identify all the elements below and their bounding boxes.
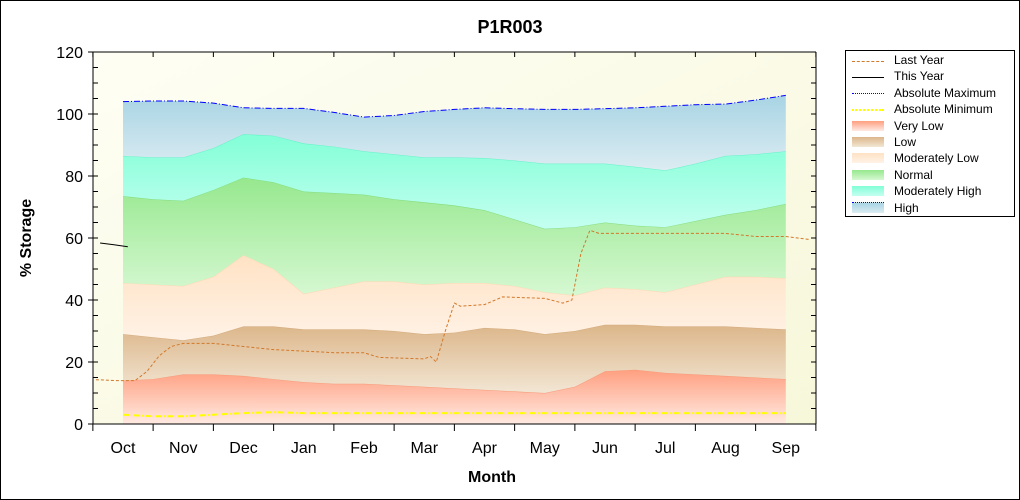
x-tick-label: Feb (350, 440, 378, 457)
series-absolute-maximum (122, 94, 786, 118)
legend-item: High (846, 200, 919, 216)
legend-label: High (894, 200, 919, 215)
legend-item: Very Low (846, 118, 943, 134)
legend-swatch (852, 169, 884, 180)
legend-label: Moderately Low (894, 151, 979, 166)
legend-item: This Year (846, 68, 944, 84)
legend-swatch (852, 186, 884, 197)
legend-label: Very Low (894, 118, 944, 133)
legend-item: Absolute Maximum (846, 85, 996, 101)
legend-swatch (852, 153, 884, 164)
legend-label: Absolute Minimum (894, 102, 993, 117)
legend-swatch (852, 137, 884, 147)
y-tick-label: 20 (65, 355, 83, 372)
y-axis-label: % Storage (18, 199, 35, 277)
legend-swatch (852, 120, 884, 131)
legend-item: Absolute Minimum (846, 101, 993, 117)
legend-swatch (852, 60, 884, 62)
band-low (123, 324, 786, 393)
legend-item: Normal (846, 167, 933, 183)
x-tick-label: Oct (111, 440, 136, 457)
band-normal (123, 177, 786, 296)
legend-label: This Year (894, 69, 945, 84)
legend-swatch (852, 109, 884, 112)
band-moderately-low (123, 255, 786, 341)
legend-swatch (852, 202, 884, 214)
x-tick-label: Jun (592, 440, 618, 457)
y-tick-label: 0 (74, 417, 83, 434)
band-high (123, 95, 786, 171)
y-tick-label: 120 (56, 45, 83, 62)
legend-item: Low (846, 134, 916, 150)
legend: Last Year This Year Absolute Maximum Absolu… (845, 50, 1015, 217)
legend-swatch (852, 93, 884, 95)
band-moderately-high (123, 134, 786, 229)
legend-label: Normal (894, 167, 933, 182)
x-tick-label: May (530, 440, 560, 457)
legend-label: Low (894, 135, 917, 149)
x-tick-label: Jul (655, 440, 675, 457)
legend-item: Moderately High (846, 183, 981, 199)
legend-label: Moderately High (894, 184, 982, 199)
band-very-low (123, 369, 786, 424)
legend-label: Last Year (894, 53, 945, 67)
y-tick-label: 40 (65, 293, 83, 310)
x-tick-label: Jan (291, 440, 317, 457)
x-tick-label: Apr (472, 440, 498, 457)
series-absolute-minimum (122, 411, 786, 418)
x-tick-label: Dec (229, 440, 257, 457)
y-tick-label: 100 (56, 107, 83, 124)
legend-swatch (852, 76, 884, 78)
y-tick-label: 60 (65, 231, 83, 248)
legend-item: Moderately Low (846, 150, 979, 166)
legend-label: Absolute Maximum (894, 85, 997, 100)
x-axis-label: Month (468, 469, 516, 486)
series-this-year (100, 242, 128, 248)
x-tick-label: Nov (169, 440, 197, 457)
legend-item: Last Year (846, 52, 944, 68)
x-tick-label: Mar (410, 440, 438, 457)
chart-title: P1R003 (477, 17, 542, 37)
x-tick-label: Aug (711, 440, 739, 457)
x-tick-label: Sep (772, 440, 801, 457)
y-tick-label: 80 (65, 169, 83, 186)
